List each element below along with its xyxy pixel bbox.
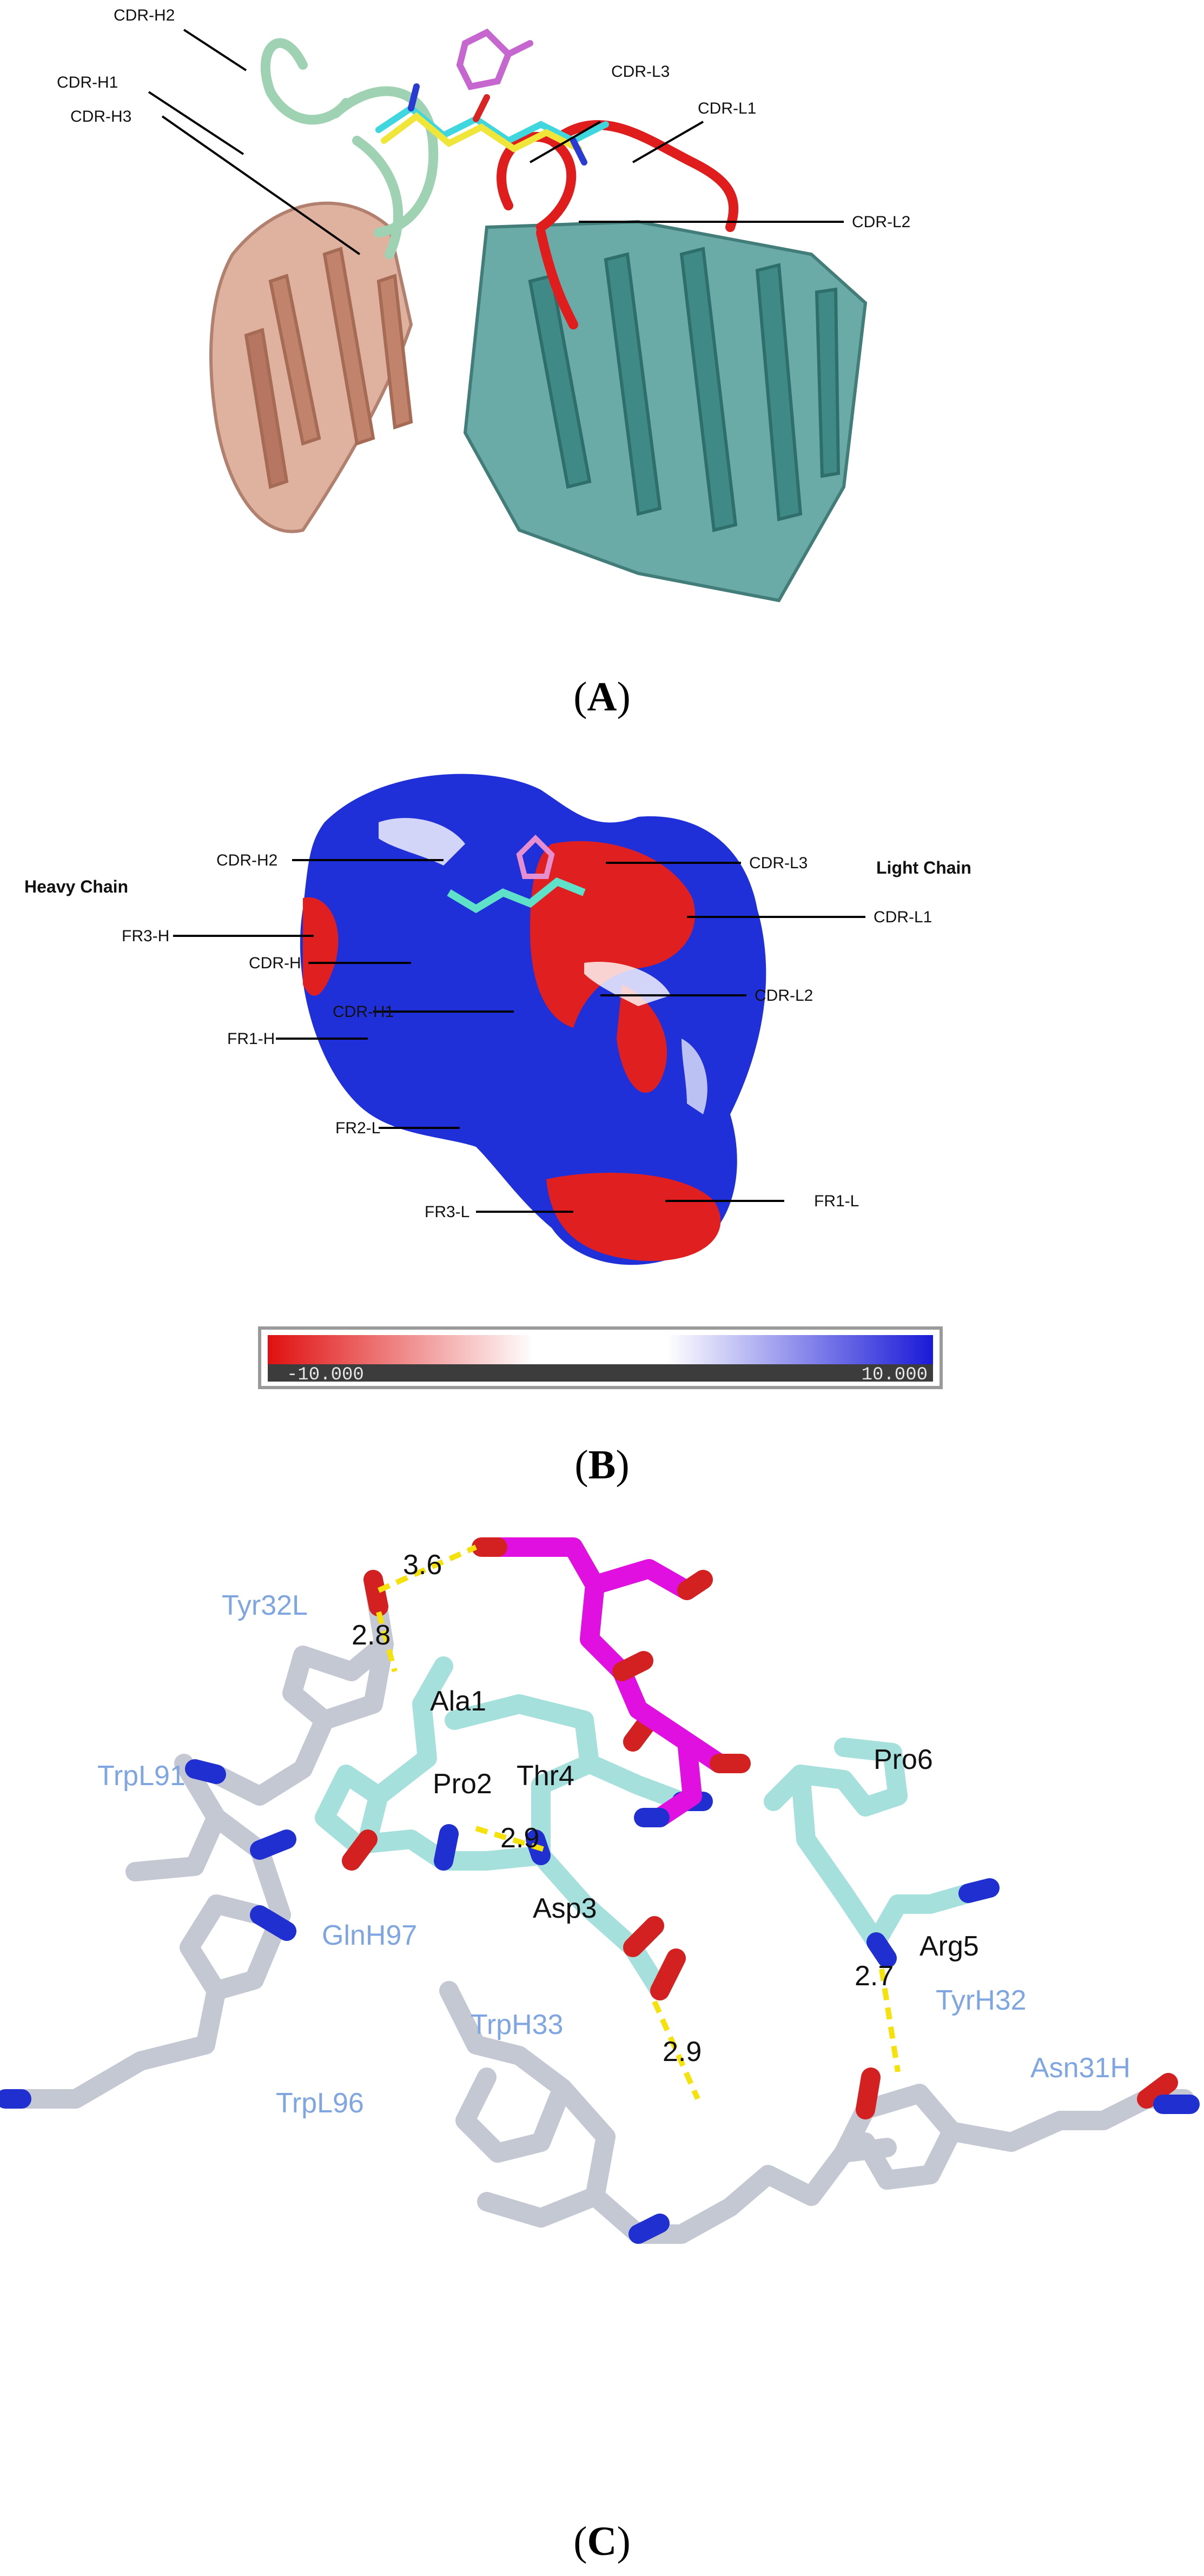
label-trpl96: TrpL96 (276, 2088, 364, 2119)
distance-4: 2.9 (663, 2036, 702, 2068)
label-arg5: Arg5 (919, 1931, 979, 1962)
panel-a: CDR-H2 CDR-H1 CDR-H3 CDR-L3 CDR-L1 CDR-L… (0, 0, 1204, 617)
distance-5: 2.7 (855, 1960, 894, 1992)
label-light-chain: Light Chain (876, 858, 971, 877)
panel-b-surface: -10.000 10.000 CDR-H2 CDR-L3 Light Chain… (24, 774, 971, 1389)
panel-a-labels: CDR-H2 CDR-H1 CDR-H3 CDR-L3 CDR-L1 CDR-L… (57, 6, 910, 231)
label-asn31h: Asn31H (1030, 2052, 1130, 2084)
label-cdr-l3: CDR-L3 (611, 63, 670, 81)
panel-b-labels: CDR-H2 CDR-L3 Light Chain Heavy Chain CD… (24, 851, 971, 1221)
label-thr4: Thr4 (517, 1760, 574, 1792)
hydrogen-bonds (376, 1544, 901, 2101)
label-asp3: Asp3 (533, 1893, 597, 1924)
panel-b-leader-lines (173, 859, 865, 1213)
label-b-cdr-l3: CDR-L3 (749, 854, 808, 872)
label-pro6: Pro6 (874, 1744, 933, 1775)
light-chain-ribbon (463, 220, 868, 603)
peptide-ligand (375, 28, 609, 166)
panel-a-leader-lines (148, 29, 844, 255)
label-heavy-chain: Heavy Chain (24, 877, 128, 896)
label-cdr-h2: CDR-H2 (114, 6, 175, 24)
label-b-cdr-l2: CDR-L2 (755, 987, 813, 1005)
antibody-hetero-atoms (0, 1570, 1200, 2244)
panel-b: -10.000 10.000 CDR-H2 CDR-L3 Light Chain… (0, 757, 1204, 1396)
panel-c: 3.6 2.8 2.9 2.9 2.7 Tyr32L TrpL91 GlnH97… (0, 1515, 1204, 2499)
colorbar-min-label: -10.000 (287, 1365, 364, 1385)
label-b-fr2-l: FR2-L (335, 1119, 380, 1137)
label-glnh97: GlnH97 (322, 1920, 417, 1951)
label-cdr-h1: CDR-H1 (57, 74, 118, 91)
caption-c: (C) (573, 2519, 631, 2564)
label-cdr-h3: CDR-H3 (70, 108, 131, 126)
label-trpl91: TrpL91 (97, 1760, 186, 1792)
potential-colorbar: -10.000 10.000 (258, 1326, 943, 1389)
label-b-fr1-h: FR1-H (227, 1030, 275, 1048)
label-b-fr3-l: FR3-L (425, 1203, 469, 1221)
panel-a-structure: CDR-H2 CDR-H1 CDR-H3 CDR-L3 CDR-L1 CDR-L… (57, 6, 910, 603)
caption-a: (A) (573, 674, 631, 719)
antibody-residue-labels: Tyr32L TrpL91 GlnH97 TrpH33 TrpL96 TyrH3… (97, 1590, 1130, 2119)
label-cdr-l2: CDR-L2 (852, 213, 910, 231)
panel-c-interactions: 3.6 2.8 2.9 2.9 2.7 Tyr32L TrpL91 GlnH97… (0, 1537, 1200, 2244)
label-tyr32l: Tyr32L (222, 1590, 308, 1621)
label-b-cdr-h1: CDR-H1 (333, 1003, 394, 1021)
peptide-residue-labels: Ala1 Pro2 Asp3 Thr4 Arg5 Pro6 (430, 1686, 979, 1962)
electrostatic-surface (300, 774, 766, 1265)
distance-3: 2.9 (500, 1822, 539, 1854)
label-b-cdr-l1: CDR-L1 (874, 908, 932, 926)
distance-1: 3.6 (403, 1549, 442, 1581)
colorbar-max-label: 10.000 (862, 1365, 928, 1385)
heavy-chain-ribbon (209, 201, 413, 533)
distance-2: 2.8 (352, 1620, 391, 1651)
label-ala1: Ala1 (430, 1686, 486, 1717)
label-trph33: TrpH33 (471, 2009, 563, 2040)
antibody-residue-sticks (12, 1570, 1194, 2244)
magenta-moiety-hetero (472, 1537, 751, 1827)
label-b-fr1-l: FR1-L (814, 1192, 859, 1210)
label-b-cdr-h: CDR-H (249, 954, 301, 972)
label-b-cdr-h2: CDR-H2 (216, 851, 277, 869)
heavy-cdr-loops (260, 38, 439, 259)
label-cdr-l1: CDR-L1 (698, 100, 756, 117)
label-b-fr3-h: FR3-H (122, 927, 169, 945)
label-tyrh32: TyrH32 (936, 1985, 1027, 2016)
caption-b: (B) (574, 1442, 630, 1488)
peptide-sticks (315, 1656, 978, 2000)
distance-labels: 3.6 2.8 2.9 2.9 2.7 (352, 1549, 894, 2068)
label-pro2: Pro2 (433, 1768, 492, 1800)
